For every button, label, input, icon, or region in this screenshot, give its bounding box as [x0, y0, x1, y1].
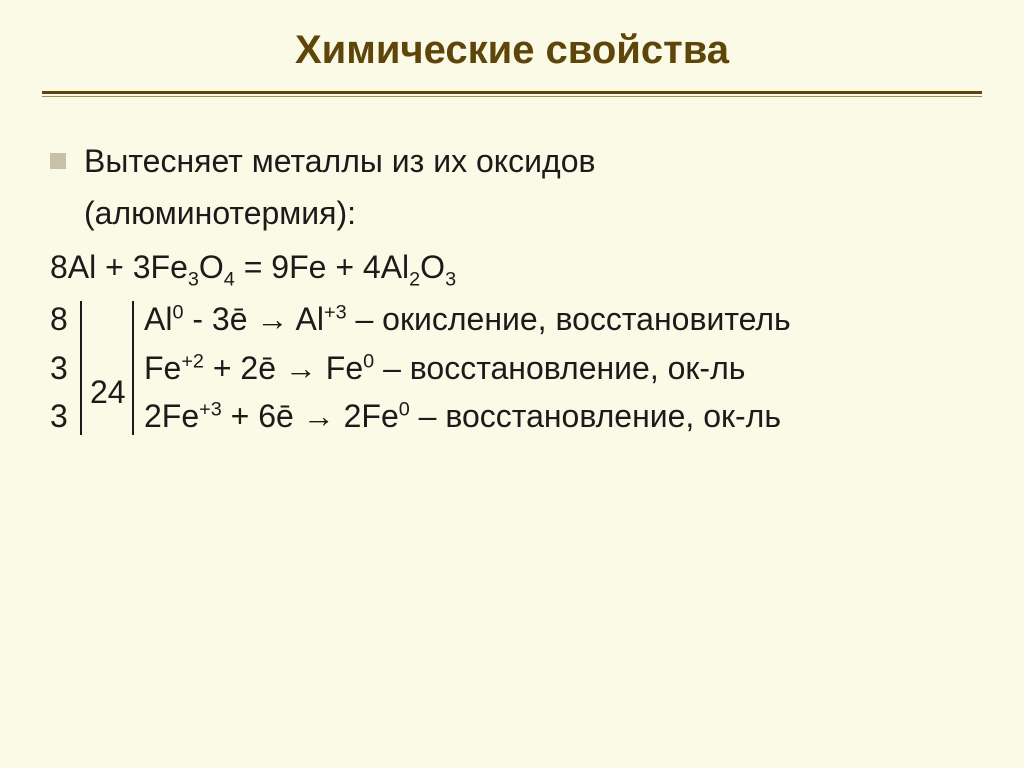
balance-c1r1: 8 [50, 295, 78, 344]
eqn-text: 8Al + 3Fe3O4 = 9Fe + 4Al2O3 [50, 249, 456, 285]
balance-divider-2 [132, 301, 134, 435]
balance-divider-1 [80, 301, 82, 435]
balance-row-3: 2Fe+3 + 6ē → 2Fe0 – восстановление, ок-л… [136, 392, 791, 441]
title-rule [42, 91, 982, 97]
balance-col-2: 24 [84, 295, 130, 441]
square-bullet-icon [50, 153, 66, 169]
electron-balance-table: 8 3 3 24 Al0 - 3ē → Al+3 – окисление, во… [50, 295, 982, 441]
balance-c2r23: 24 [90, 344, 130, 441]
lead-line-1: Вытесняет металлы из их оксидов [84, 137, 595, 185]
balance-col-3: Al0 - 3ē → Al+3 – окисление, восстановит… [136, 295, 791, 441]
balance-row-1: Al0 - 3ē → Al+3 – окисление, восстановит… [136, 295, 791, 344]
lead-line-2: (алюминотермия): [50, 189, 982, 237]
balance-c2r1 [90, 295, 130, 344]
bullet-item: Вытесняет металлы из их оксидов [50, 137, 982, 185]
balance-c1r3: 3 [50, 392, 78, 441]
slide-body: Вытесняет металлы из их оксидов (алюмино… [42, 137, 982, 441]
main-equation: 8Al + 3Fe3O4 = 9Fe + 4Al2O3 [50, 243, 982, 291]
balance-col-1: 8 3 3 [50, 295, 78, 441]
slide-title: Химические свойства [42, 28, 982, 73]
balance-row-2: Fe+2 + 2ē → Fe0 – восстановление, ок-ль [136, 344, 791, 393]
balance-c1r2: 3 [50, 344, 78, 393]
